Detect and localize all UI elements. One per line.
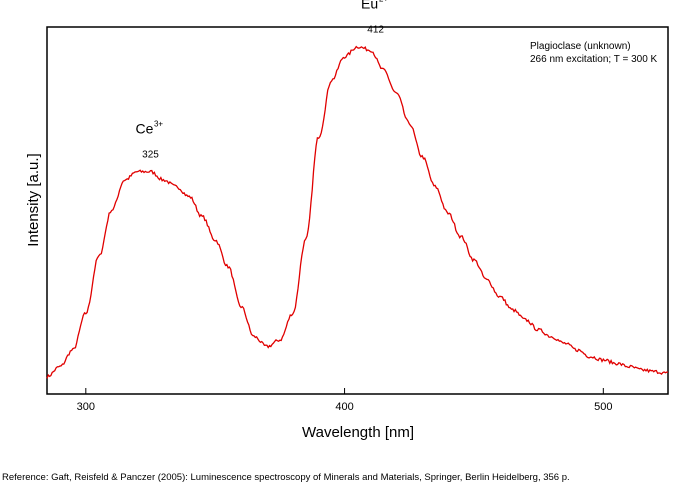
peak-ion-charge: 2+ xyxy=(379,0,388,4)
peak-annotations: Ce3+ 325 Eu2+ 412 xyxy=(136,0,389,161)
x-axis-ticks: 300 400 500 xyxy=(77,388,612,413)
peak-wavelength-label: 325 xyxy=(142,150,159,161)
peak-ion-charge: 3+ xyxy=(154,120,163,129)
info-line-1: Plagioclase (unknown) xyxy=(530,41,631,52)
peak-ion-label: Ce xyxy=(136,121,154,137)
info-line-2: 266 nm excitation; T = 300 K xyxy=(530,54,658,65)
spectrum-line xyxy=(46,45,669,379)
x-tick-label: 500 xyxy=(594,401,612,413)
plot-frame xyxy=(46,26,669,395)
x-tick-label: 400 xyxy=(335,401,353,413)
peak-ion-label: Eu xyxy=(361,0,378,12)
x-tick-label: 300 xyxy=(77,401,95,413)
y-axis-label: Intensity [a.u.] xyxy=(25,153,42,246)
peak-wavelength-label: 412 xyxy=(367,25,384,36)
reference-text: Reference: Gaft, Reisfeld & Panczer (200… xyxy=(2,472,570,483)
x-axis-label: Wavelength [nm] xyxy=(302,424,414,441)
